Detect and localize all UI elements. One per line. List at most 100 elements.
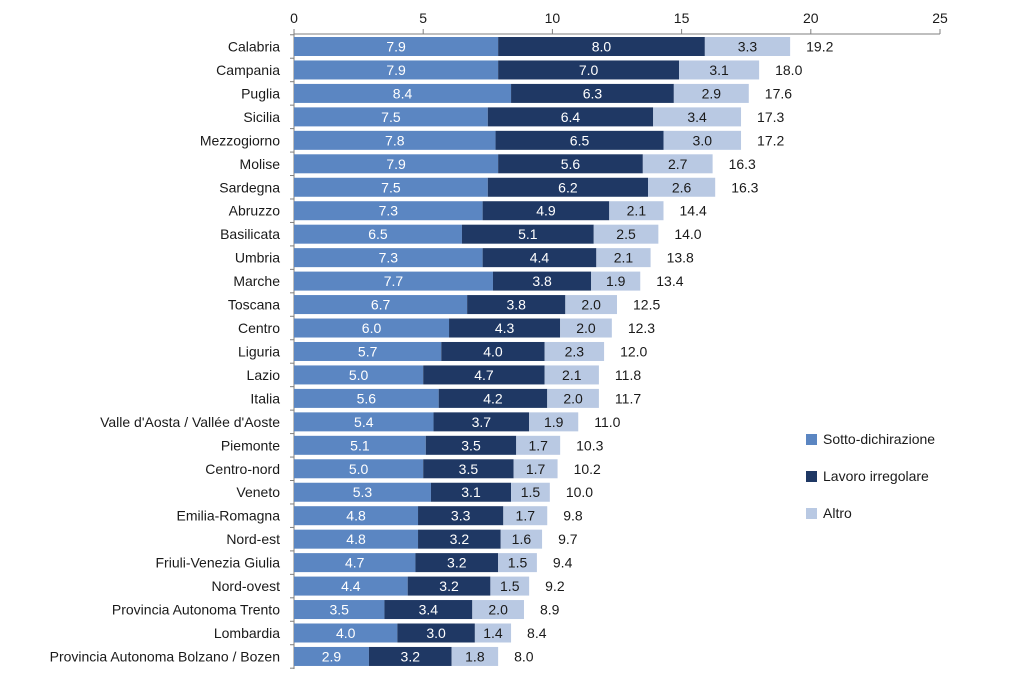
bar-segment: [609, 201, 664, 221]
total-value-label: 12.3: [628, 320, 655, 336]
segment-value-label: 3.3: [451, 508, 471, 524]
segment-value-label: 2.1: [627, 203, 647, 219]
legend: Sotto-dichirazione Lavoro irregolare Altro: [806, 431, 935, 521]
bar-segment: [461, 224, 594, 244]
bar-segment: [642, 154, 713, 174]
bar-segment: [482, 201, 610, 221]
segment-value-label: 5.4: [354, 414, 374, 430]
bar-segment: [294, 60, 499, 80]
total-value-label: 13.4: [656, 273, 683, 289]
bar-segment: [648, 177, 716, 197]
segment-value-label: 2.1: [562, 367, 582, 383]
total-value-label: 16.3: [729, 156, 756, 172]
segment-value-label: 2.9: [702, 85, 722, 101]
total-value-label: 11.7: [615, 390, 641, 406]
bar-segment: [294, 365, 424, 385]
category-label: Toscana: [228, 297, 280, 313]
segment-value-label: 7.8: [385, 132, 405, 148]
segment-value-label: 4.0: [483, 343, 503, 359]
category-label: Nord-ovest: [212, 578, 281, 594]
segment-value-label: 6.5: [368, 226, 388, 242]
category-label: Italia: [250, 390, 280, 406]
segment-value-label: 7.3: [379, 250, 399, 266]
bar-segment: [397, 623, 475, 643]
segment-value-label: 1.4: [483, 625, 503, 641]
bar-segment: [487, 177, 649, 197]
total-value-label: 18.0: [775, 62, 802, 78]
segment-value-label: 6.4: [561, 109, 581, 125]
segment-value-label: 3.1: [709, 62, 729, 78]
bar-segment: [449, 318, 561, 338]
legend-label: Altro: [823, 505, 852, 521]
x-tick-label: 0: [290, 10, 298, 26]
segment-value-label: 4.3: [495, 320, 515, 336]
bar-segment: [490, 576, 530, 596]
segment-value-label: 5.7: [358, 343, 378, 359]
category-label: Friuli-Venezia Giulia: [156, 555, 281, 571]
category-label: Provincia Autonoma Trento: [112, 602, 280, 618]
total-value-label: 11.0: [594, 414, 620, 430]
bar-segment: [663, 130, 742, 150]
legend-swatch: [806, 471, 817, 482]
segment-value-label: 3.8: [506, 297, 526, 313]
category-label: Campania: [216, 62, 280, 78]
bar-segment: [294, 482, 431, 502]
bar-segment: [498, 60, 680, 80]
segment-value-label: 4.9: [536, 203, 556, 219]
total-value-label: 8.4: [527, 625, 547, 641]
total-value-label: 9.7: [558, 531, 578, 547]
segment-value-label: 2.0: [488, 602, 508, 618]
segment-value-label: 5.3: [353, 484, 373, 500]
total-value-label: 10.0: [566, 484, 593, 500]
segment-value-label: 6.3: [583, 85, 603, 101]
total-value-label: 16.3: [731, 179, 758, 195]
bar-segment: [294, 341, 442, 361]
segment-value-label: 3.2: [439, 578, 459, 594]
bars: 7.9 8.0 3.3 19.2 7.9 7.0 3.1 18.0 8.4 6.3 2.9 17.6 7…: [294, 37, 834, 666]
bar-segment: [529, 412, 579, 432]
segment-value-label: 1.5: [508, 555, 528, 571]
bar-segment: [294, 623, 398, 643]
bar-segment: [294, 201, 483, 221]
x-tick-label: 5: [419, 10, 427, 26]
legend-label: Sotto-dichirazione: [823, 431, 935, 447]
legend-label: Lavoro irregolare: [823, 468, 929, 484]
segment-value-label: 1.5: [521, 484, 541, 500]
segment-value-label: 4.7: [474, 367, 494, 383]
segment-value-label: 2.7: [668, 156, 688, 172]
segment-value-label: 4.0: [336, 625, 356, 641]
segment-value-label: 2.1: [614, 250, 634, 266]
bar-segment: [593, 224, 659, 244]
bar-segment: [430, 482, 512, 502]
bar-segment: [487, 107, 654, 127]
category-label: Liguria: [238, 343, 280, 359]
segment-value-label: 6.5: [570, 132, 590, 148]
legend-swatch: [806, 434, 817, 445]
category-label: Centro: [238, 320, 280, 336]
bar-segment: [492, 271, 592, 291]
segment-value-label: 3.2: [447, 555, 467, 571]
bar-segment: [294, 130, 496, 150]
x-tick-label: 15: [674, 10, 690, 26]
category-label: Sicilia: [243, 109, 280, 125]
total-value-label: 14.4: [680, 203, 707, 219]
bar-segment: [516, 435, 561, 455]
segment-value-label: 4.8: [346, 508, 366, 524]
bar-segment: [294, 318, 450, 338]
segment-value-label: 7.0: [579, 62, 599, 78]
segment-value-label: 7.9: [386, 39, 406, 55]
segment-value-label: 4.2: [483, 390, 503, 406]
segment-value-label: 8.0: [592, 39, 612, 55]
segment-value-label: 4.8: [346, 531, 366, 547]
category-label: Sardegna: [219, 179, 280, 195]
x-tick-label: 20: [803, 10, 819, 26]
segment-value-label: 4.4: [341, 578, 361, 594]
segment-value-label: 3.5: [459, 461, 479, 477]
bar-segment: [294, 576, 408, 596]
bar-segment: [513, 459, 558, 479]
bar-segment: [544, 341, 605, 361]
segment-value-label: 3.8: [532, 273, 552, 289]
total-value-label: 17.6: [765, 85, 792, 101]
segment-value-label: 7.5: [381, 179, 401, 195]
segment-value-label: 1.5: [500, 578, 520, 594]
